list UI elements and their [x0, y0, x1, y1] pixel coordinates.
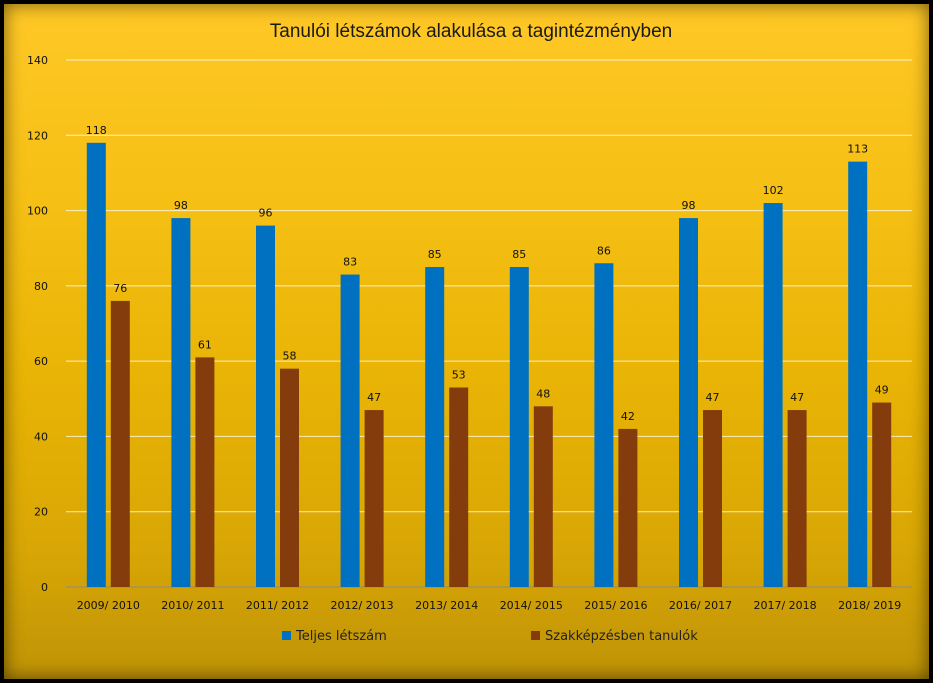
legend-swatch-teljes [282, 631, 291, 640]
data-label: 86 [597, 244, 611, 257]
data-label: 118 [86, 124, 107, 137]
x-tick-label: 2017/ 2018 [753, 599, 816, 612]
data-label: 98 [174, 199, 188, 212]
bar-szakkepzes [364, 410, 384, 587]
y-tick-label: 100 [27, 205, 48, 218]
bar-teljes [509, 267, 529, 587]
legend: Teljes létszám Szakképzésben tanulók [282, 629, 698, 644]
x-tick-label: 2015/ 2016 [584, 599, 647, 612]
bar-teljes [679, 218, 698, 587]
data-label: 83 [343, 256, 357, 269]
x-tick-label: 2011/ 2012 [246, 599, 309, 612]
x-tick-label: 2010/ 2011 [161, 599, 224, 612]
x-tick-label: 2013/ 2014 [415, 599, 478, 612]
data-label: 47 [367, 391, 381, 404]
bar-teljes [86, 142, 106, 588]
bar-teljes [425, 267, 445, 587]
data-label: 85 [428, 248, 442, 261]
data-label: 85 [512, 248, 526, 261]
bar-chart: Tanulói létszámok alakulása a tagintézmé… [27, 21, 912, 644]
bar-szakkepzes [872, 402, 892, 587]
gridlines [66, 59, 912, 588]
y-tick-label: 60 [34, 355, 48, 368]
x-tick-label: 2018/ 2019 [838, 599, 901, 612]
bar-teljes [171, 218, 191, 587]
legend-label-teljes: Teljes létszám [295, 629, 387, 644]
data-label: 47 [706, 391, 720, 404]
x-tick-label: 2014/ 2015 [500, 599, 563, 612]
data-label: 48 [536, 387, 550, 400]
chart-frame: Tanulói létszámok alakulása a tagintézmé… [4, 4, 929, 679]
bar-teljes [256, 225, 275, 587]
x-tick-label: 2012/ 2013 [330, 599, 393, 612]
y-tick-label: 140 [27, 54, 48, 67]
data-label: 113 [847, 143, 868, 156]
bar-teljes [340, 274, 360, 587]
data-label: 47 [790, 391, 804, 404]
y-tick-label: 120 [27, 129, 48, 142]
bar-teljes [594, 263, 614, 587]
bars [86, 142, 892, 588]
y-tick-label: 0 [41, 581, 48, 594]
data-labels: 118 76 98 61 96 58 83 47 85 53 85 48 86 42 98 47 102 47 11… [86, 124, 889, 423]
data-label: 42 [621, 410, 635, 423]
y-tick-label: 40 [34, 430, 48, 443]
bar-szakkepzes [618, 428, 638, 587]
bar-szakkepzes [533, 406, 553, 587]
legend-swatch-szakkepzes [531, 631, 540, 640]
data-label: 98 [682, 199, 696, 212]
bar-szakkepzes [787, 410, 807, 587]
x-tick-label: 2009/ 2010 [77, 599, 140, 612]
data-label: 53 [452, 368, 466, 381]
bar-szakkepzes [280, 368, 299, 587]
y-tick-label: 80 [34, 280, 48, 293]
legend-label-szakkepzes: Szakképzésben tanulók [545, 629, 698, 644]
data-label: 61 [198, 338, 212, 351]
x-axis: 2009/ 2010 2010/ 2011 2011/ 2012 2012/ 2013… [77, 599, 902, 612]
data-label: 58 [283, 350, 297, 363]
data-label: 76 [113, 282, 127, 295]
bar-teljes [848, 161, 868, 587]
x-tick-label: 2016/ 2017 [669, 599, 732, 612]
chart-title: Tanulói létszámok alakulása a tagintézmé… [270, 21, 672, 42]
bar-szakkepzes [110, 300, 130, 587]
bar-szakkepzes [195, 357, 215, 587]
y-axis: 0 20 40 60 80 100 120 140 [27, 54, 48, 594]
data-label: 102 [763, 184, 784, 197]
data-label: 49 [875, 384, 889, 397]
bar-teljes [763, 203, 783, 588]
data-label: 96 [259, 207, 273, 220]
bar-szakkepzes [449, 387, 469, 587]
y-tick-label: 20 [34, 506, 48, 519]
bar-szakkepzes [703, 410, 722, 587]
